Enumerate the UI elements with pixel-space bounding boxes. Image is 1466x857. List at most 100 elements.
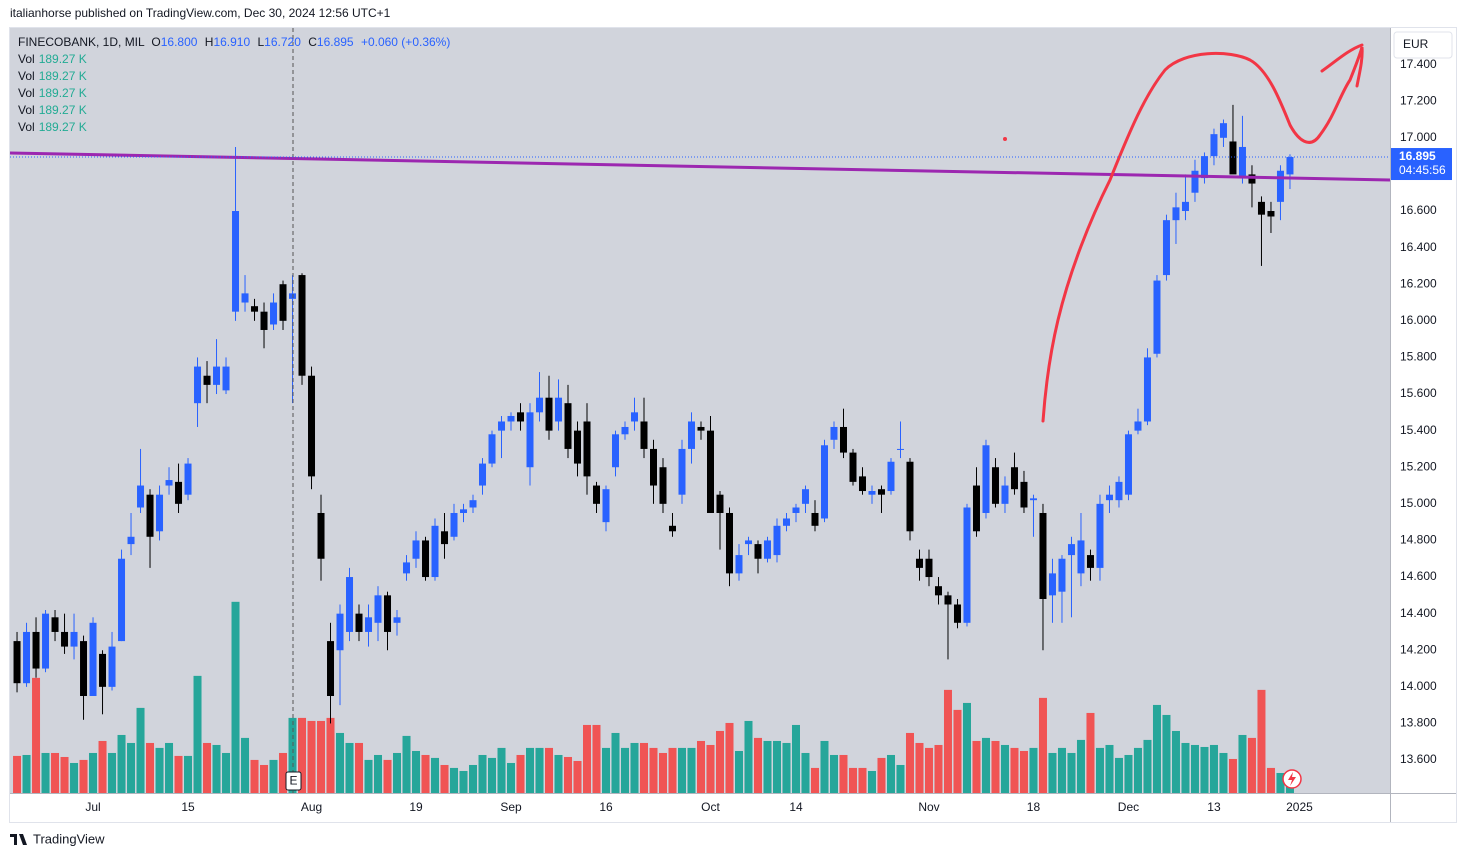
currency-box[interactable] bbox=[1393, 31, 1453, 59]
candle-body bbox=[896, 448, 904, 450]
volume-bar bbox=[535, 747, 544, 793]
candle-body bbox=[1067, 544, 1075, 556]
candle-body bbox=[839, 426, 847, 453]
candle-body bbox=[32, 631, 40, 669]
volume-bar bbox=[696, 740, 705, 793]
candle-body bbox=[991, 467, 999, 504]
candle-body bbox=[108, 646, 116, 687]
volume-bar bbox=[640, 742, 649, 793]
volume-bar bbox=[488, 757, 497, 793]
volume-bar bbox=[1067, 752, 1076, 793]
volume-legend-label: Vol bbox=[18, 86, 35, 100]
candle-body bbox=[877, 489, 885, 495]
volume-bar bbox=[165, 742, 174, 793]
tradingview-logo bbox=[10, 834, 27, 845]
volume-bar bbox=[753, 737, 762, 793]
volume-bar bbox=[981, 737, 990, 793]
header: italianhorse published on TradingView.co… bbox=[10, 6, 391, 20]
candle-body bbox=[649, 448, 657, 486]
volume-bar bbox=[734, 750, 743, 793]
candle-body bbox=[298, 275, 306, 376]
volume-legend-value: 189.27 K bbox=[38, 52, 87, 66]
candle-body bbox=[308, 375, 316, 477]
candle-body bbox=[944, 595, 952, 605]
volume-bar bbox=[630, 742, 639, 793]
volume-legend-label: Vol bbox=[18, 69, 35, 83]
volume-bar bbox=[1162, 714, 1171, 793]
candle-body bbox=[744, 540, 752, 545]
candle-body bbox=[1096, 503, 1104, 568]
volume-bar bbox=[1276, 772, 1285, 793]
volume-bar bbox=[687, 747, 696, 793]
last-price-box bbox=[1391, 148, 1452, 181]
x-tick-label: 2025 bbox=[1286, 800, 1313, 814]
candle-body bbox=[23, 631, 31, 684]
candle-body bbox=[1077, 540, 1085, 574]
volume-bar bbox=[51, 752, 60, 793]
volume-bar bbox=[545, 747, 554, 793]
candle-body bbox=[583, 421, 591, 477]
candle-body bbox=[659, 467, 667, 504]
candle-body bbox=[336, 613, 344, 651]
volume-legend-value: 189.27 K bbox=[38, 103, 87, 117]
volume-bar bbox=[79, 759, 88, 793]
volume-bar bbox=[1190, 744, 1199, 793]
volume-bar bbox=[1266, 767, 1275, 793]
y-tick-label: 14.200 bbox=[1400, 642, 1437, 656]
volume-bar bbox=[469, 764, 478, 793]
volume-bar bbox=[763, 740, 772, 793]
earnings-box[interactable] bbox=[285, 771, 302, 791]
candle-body bbox=[1248, 174, 1256, 184]
y-tick-label: 17.400 bbox=[1400, 57, 1437, 71]
candle-body bbox=[89, 622, 97, 697]
x-tick-label: Dec bbox=[1118, 800, 1139, 814]
candle-body bbox=[61, 631, 69, 647]
countdown: 04:45:56 bbox=[1399, 163, 1446, 177]
volume-bar bbox=[526, 747, 535, 793]
candle-body bbox=[127, 536, 135, 545]
x-tick-label: 14 bbox=[789, 800, 803, 814]
volume-bar bbox=[250, 759, 259, 793]
candle-body bbox=[1020, 481, 1028, 508]
volume-bar bbox=[1010, 747, 1019, 793]
volume-bar bbox=[1247, 737, 1256, 793]
volume-bar bbox=[203, 742, 212, 793]
candle-body bbox=[99, 653, 107, 687]
candle-body bbox=[982, 445, 990, 513]
volume-bar bbox=[222, 752, 231, 793]
x-tick-label: 15 bbox=[181, 800, 195, 814]
candle-layer bbox=[13, 104, 1294, 724]
volume-bar bbox=[848, 767, 857, 793]
candle-body bbox=[1200, 156, 1208, 179]
candle-body bbox=[422, 540, 430, 578]
volume-bar bbox=[877, 757, 886, 793]
candle-body bbox=[1219, 123, 1227, 138]
volume-bar bbox=[564, 756, 573, 793]
volume-bar bbox=[1257, 689, 1266, 793]
candle-body bbox=[687, 421, 695, 449]
volume-bar bbox=[791, 724, 800, 793]
last-price-label: 16.895 bbox=[1399, 149, 1436, 163]
logo-mark bbox=[10, 834, 27, 845]
candle-body bbox=[51, 617, 59, 632]
volume-bar bbox=[943, 689, 952, 793]
volume-bar bbox=[98, 740, 107, 793]
volume-bar bbox=[355, 742, 364, 793]
currency: EUR bbox=[1403, 37, 1429, 51]
volume-bar bbox=[13, 755, 22, 793]
volume-bar bbox=[89, 752, 98, 793]
candle-body bbox=[868, 491, 876, 495]
volume-bar bbox=[1095, 747, 1104, 793]
volume-bar bbox=[41, 752, 50, 793]
y-tick-label: 15.200 bbox=[1400, 459, 1437, 473]
candle-body bbox=[1001, 485, 1009, 504]
volume-bar bbox=[592, 724, 601, 793]
candle-body bbox=[279, 284, 287, 321]
y-tick-label: 16.400 bbox=[1400, 240, 1437, 254]
low-value: 16.720 bbox=[264, 35, 301, 49]
volume-bar bbox=[1105, 744, 1114, 793]
volume-bar bbox=[412, 750, 421, 793]
volume-bar bbox=[336, 732, 345, 793]
volume-legend-value: 189.27 K bbox=[38, 86, 87, 100]
volume-bar bbox=[231, 601, 240, 793]
